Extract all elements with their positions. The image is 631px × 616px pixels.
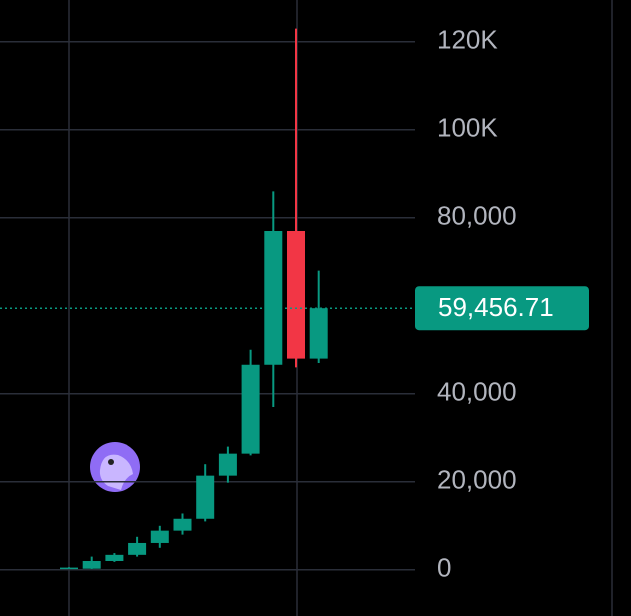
candle-body bbox=[218, 453, 237, 476]
candle-body bbox=[60, 567, 78, 570]
y-tick-label: 40,000 bbox=[437, 377, 517, 407]
last-price-label: 59,456.71 bbox=[438, 292, 554, 322]
candle-body bbox=[241, 364, 260, 454]
candle-body bbox=[105, 554, 124, 561]
candle-body bbox=[287, 231, 305, 359]
last-price-badge bbox=[415, 286, 589, 331]
y-tick-label: 20,000 bbox=[437, 465, 517, 495]
candle-body bbox=[150, 530, 169, 543]
y-tick-label: 120K bbox=[437, 25, 498, 55]
y-tick-label: 0 bbox=[437, 553, 451, 583]
candle-body bbox=[196, 475, 215, 519]
candle-body bbox=[309, 308, 328, 359]
candle-body bbox=[264, 231, 283, 365]
candle-body bbox=[128, 542, 147, 555]
y-tick-label: 80,000 bbox=[437, 201, 517, 231]
candle-body bbox=[173, 518, 192, 531]
y-tick-label: 100K bbox=[437, 113, 498, 143]
avatar-icon[interactable] bbox=[90, 442, 140, 492]
candle-body bbox=[82, 561, 101, 569]
